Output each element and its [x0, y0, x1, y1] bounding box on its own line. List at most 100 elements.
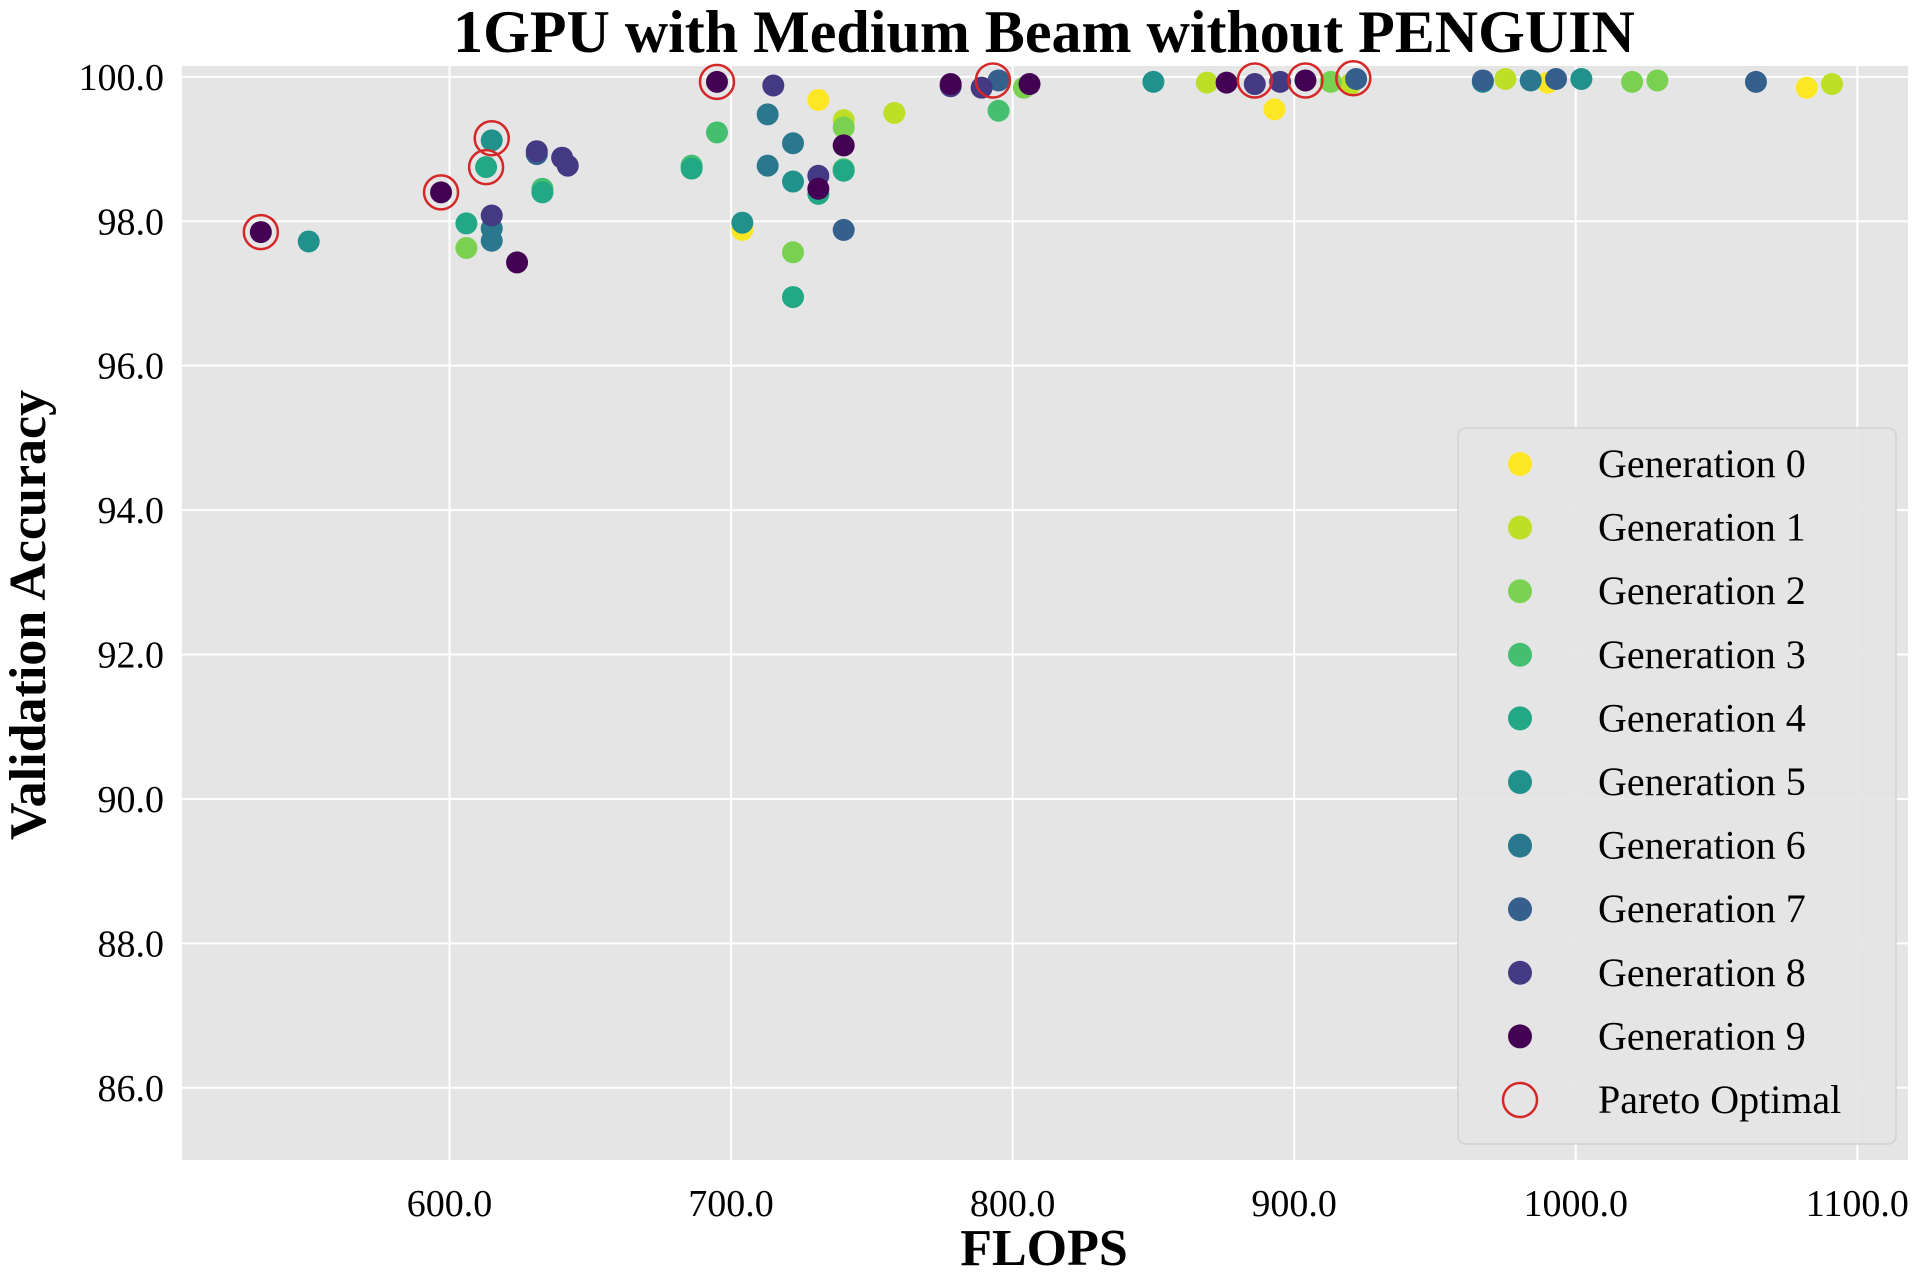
- data-point: [680, 157, 703, 180]
- data-point: [987, 69, 1010, 92]
- y-tick-label: 94.0: [98, 490, 165, 532]
- data-point: [1494, 67, 1517, 90]
- legend-label: Generation 7: [1598, 886, 1806, 931]
- pareto-markers: [242, 60, 1372, 251]
- pareto-marker: [1335, 60, 1372, 97]
- y-tick-label: 92.0: [98, 635, 165, 677]
- legend-marker: [1508, 452, 1532, 476]
- pareto-marker: [1287, 62, 1324, 99]
- data-point: [987, 99, 1010, 122]
- data-point: [832, 159, 855, 182]
- pareto-marker: [422, 174, 460, 211]
- data-point: [1345, 67, 1368, 90]
- data-point: [480, 204, 503, 227]
- data-point: [1820, 73, 1843, 96]
- data-point: [756, 154, 779, 177]
- data-point: [1646, 69, 1669, 92]
- legend-marker: [1508, 642, 1532, 667]
- data-point: [1519, 69, 1542, 92]
- legend-label: Pareto Optimal: [1598, 1077, 1841, 1122]
- x-tick-label: 600.0: [407, 1183, 493, 1225]
- legend-marker: [1508, 960, 1532, 985]
- pareto-marker: [242, 213, 280, 251]
- data-point: [455, 236, 478, 259]
- legend-label: Generation 6: [1598, 823, 1806, 868]
- y-tick-label: 96.0: [98, 346, 165, 388]
- legend-marker: [1508, 897, 1532, 922]
- data-point: [1570, 67, 1593, 90]
- data-point: [832, 134, 855, 157]
- data-point: [1621, 70, 1644, 93]
- pareto-marker: [473, 119, 510, 157]
- y-tick-label: 86.0: [98, 1068, 165, 1110]
- pareto-marker: [698, 63, 736, 101]
- y-axis-label: Validation Accuracy: [0, 390, 57, 840]
- data-point: [762, 74, 785, 97]
- pareto-marker: [974, 62, 1012, 99]
- data-point: [705, 70, 728, 93]
- tick-labels: 600.0 700.0 800.0 900.0 1000.0 1100.0 86.0 88.0…: [79, 57, 1909, 1225]
- x-tick-label: 1000.0: [1524, 1183, 1629, 1225]
- data-point: [781, 286, 804, 309]
- data-point: [939, 73, 962, 96]
- legend-label: Generation 3: [1598, 632, 1806, 677]
- data-points: [249, 67, 1843, 309]
- x-tick-label: 700.0: [688, 1183, 774, 1225]
- legend: Generation 0 Generation 1 Generation 2 Gene…: [1457, 427, 1897, 1145]
- y-tick-label: 88.0: [98, 923, 165, 965]
- data-point: [781, 132, 804, 155]
- data-point: [531, 181, 554, 204]
- data-point: [807, 177, 830, 200]
- data-point: [1215, 71, 1238, 94]
- legend-marker: [1501, 1081, 1539, 1119]
- data-point: [480, 129, 503, 152]
- data-point: [1142, 70, 1165, 93]
- data-point: [781, 241, 804, 264]
- data-point: [731, 211, 754, 234]
- legend-label: Generation 9: [1598, 1013, 1806, 1058]
- data-point: [297, 230, 320, 253]
- legend-label: Generation 2: [1598, 568, 1806, 613]
- data-point: [1294, 69, 1317, 92]
- legend-label: Generation 0: [1598, 441, 1806, 486]
- data-point: [1018, 73, 1041, 96]
- x-axis-label: FLOPS: [960, 1220, 1128, 1277]
- data-point: [430, 181, 453, 204]
- data-point: [556, 154, 579, 177]
- data-point: [1744, 70, 1767, 93]
- legend-marker: [1508, 833, 1532, 858]
- x-tick-label: 800.0: [970, 1183, 1056, 1225]
- data-point: [756, 103, 779, 126]
- data-point: [832, 116, 855, 139]
- data-point: [455, 212, 478, 235]
- legend-marker: [1508, 706, 1532, 731]
- legend-marker: [1508, 1024, 1532, 1049]
- data-point: [883, 101, 906, 124]
- data-point: [249, 221, 272, 244]
- data-point: [705, 121, 728, 144]
- legend-marker: [1508, 515, 1532, 540]
- legend-label: Generation 8: [1598, 950, 1806, 995]
- pareto-marker: [1236, 62, 1274, 99]
- data-point: [1545, 67, 1568, 90]
- data-point: [1195, 71, 1218, 94]
- pareto-marker: [467, 148, 505, 186]
- chart-title: 1GPU with Medium Beam without PENGUIN: [453, 0, 1635, 65]
- data-point: [480, 229, 503, 252]
- x-tick-label: 1100.0: [1806, 1183, 1909, 1225]
- x-tick-label: 900.0: [1251, 1183, 1337, 1225]
- legend-marker: [1508, 770, 1532, 794]
- data-point: [832, 218, 855, 241]
- y-tick-label: 100.0: [79, 57, 165, 99]
- data-point: [506, 251, 529, 274]
- data-point: [1243, 73, 1266, 96]
- data-point: [1269, 70, 1292, 93]
- legend-box: [1457, 427, 1897, 1145]
- data-point: [807, 88, 830, 111]
- data-point: [1471, 69, 1494, 92]
- legend-label: Generation 4: [1598, 695, 1806, 740]
- data-point: [1795, 76, 1818, 99]
- legend-marker: [1508, 579, 1532, 604]
